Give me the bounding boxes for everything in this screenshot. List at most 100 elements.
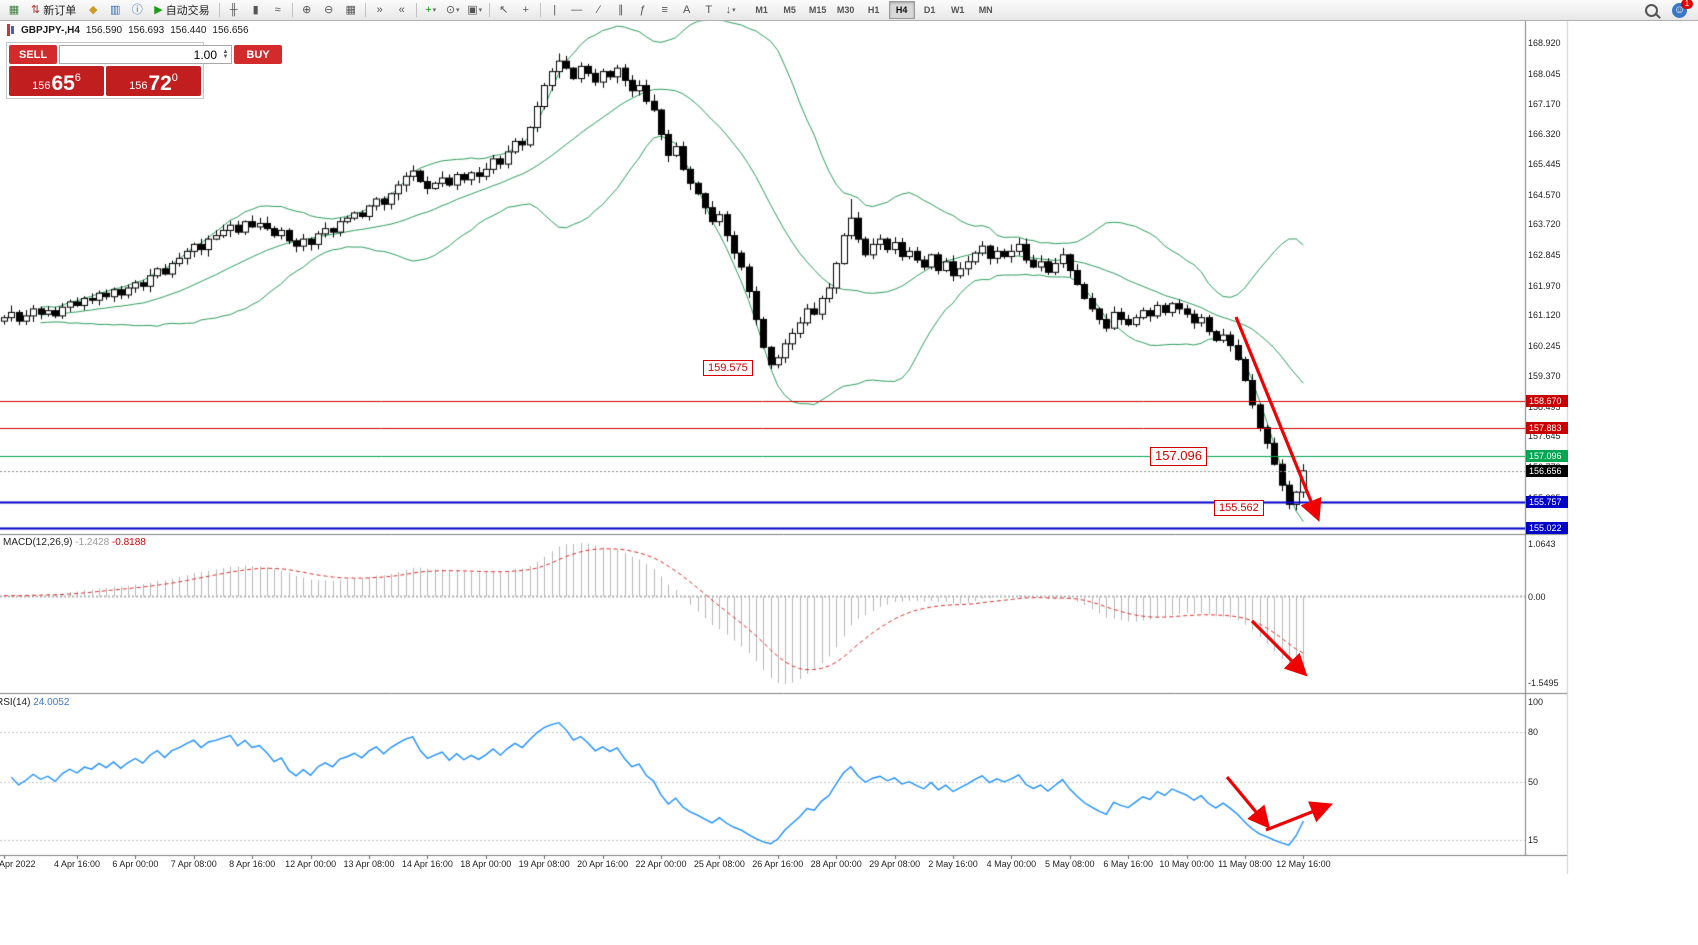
buy-button[interactable]: BUY: [234, 45, 282, 64]
timeframe-h4-button[interactable]: H4: [888, 1, 915, 19]
dropdown-arrow-icon: ▾: [478, 7, 483, 14]
timeframe-m15-button[interactable]: M15: [808, 5, 827, 15]
bar-chart-icon: ╫: [229, 3, 238, 16]
macd-indicator-label: MACD(12,26,9) -1.2428 -0.8188: [3, 537, 146, 548]
buy-price-display[interactable]: 156 72 0: [106, 66, 201, 96]
macd-signal-value: -0.8188: [111, 537, 146, 548]
zoom-out-icon: ⊖: [324, 3, 334, 16]
vertical-line-button[interactable]: |: [545, 1, 565, 19]
text-button[interactable]: A: [677, 1, 697, 19]
profiles-icon: ◆: [88, 3, 98, 16]
quote-high: 156.693: [128, 24, 165, 36]
horizontal-line-button[interactable]: —: [567, 1, 587, 19]
tile-windows-button[interactable]: ▦: [341, 1, 361, 19]
dropdown-arrow-icon: ▾: [732, 7, 736, 14]
sell-button[interactable]: SELL: [9, 45, 57, 64]
arrows-icon: ↓: [725, 3, 732, 16]
toolbar: ▦ ⇅ 新订单 ◆ ▥ ⓘ ▶ 自动交易 ╫ ▮ ≈ ⊕ ⊖ ▦» «+ ▾ ⊙ ▾ ▣ ▾ ↖ + | — ∕ ∥ ƒ ≡ A T ↓ ▾ …: [0, 0, 1698, 21]
volume-box: ▲ ▼: [59, 45, 232, 64]
arrows-button[interactable]: ↓ ▾: [721, 1, 741, 19]
bar-chart-button[interactable]: ╫: [224, 1, 244, 19]
candle-chart-icon: ▮: [252, 3, 259, 16]
crosshair-button[interactable]: +: [516, 1, 536, 19]
vertical-line-icon: |: [553, 3, 557, 16]
shapes-icon: ≡: [661, 3, 668, 16]
equidistant-channel-button[interactable]: ∥: [611, 1, 631, 19]
toolbar-buttons: ▦ ⇅ 新订单 ◆ ▥ ⓘ ▶ 自动交易 ╫ ▮ ≈ ⊕ ⊖ ▦» «+ ▾ ⊙ ▾ ▣ ▾ ↖ + | — ∕ ∥ ƒ ≡ A T ↓ ▾: [3, 1, 742, 19]
templates-icon: ▣: [467, 3, 478, 16]
cursor-button[interactable]: ↖: [494, 1, 514, 19]
timeframe-w1-button[interactable]: W1: [950, 5, 965, 15]
shapes-button[interactable]: ≡: [655, 1, 675, 19]
sell-price-sup: 6: [74, 72, 81, 84]
spinner-up-icon[interactable]: ▲: [222, 48, 229, 55]
line-chart-button[interactable]: ≈: [268, 1, 288, 19]
new-order-button-label: 新订单: [43, 5, 77, 17]
volume-input[interactable]: [60, 46, 220, 63]
chart-shift-button[interactable]: «: [392, 1, 412, 19]
toolbar-separator: [291, 3, 293, 17]
new-chart-button[interactable]: ▦: [4, 1, 24, 19]
dropdown-arrow-icon: ▾: [432, 7, 437, 14]
candle-chart-button[interactable]: ▮: [246, 1, 266, 19]
data-window-icon: ⓘ: [131, 3, 143, 16]
toolbar-separator: [364, 3, 366, 17]
data-window-button[interactable]: ⓘ: [127, 1, 147, 19]
quote-close: 156.656: [212, 24, 249, 36]
new-order-button[interactable]: ⇅ 新订单: [26, 1, 81, 19]
sell-price-display[interactable]: 156 65 6: [9, 66, 104, 96]
timeframe-buttons: M1 M5 M15 M30 H1 H4 D1 W1 MN: [748, 1, 1000, 19]
autotrade-button[interactable]: ▶ 自动交易: [149, 1, 214, 19]
volume-spinner[interactable]: ▲ ▼: [220, 48, 231, 60]
fibonacci-icon: ƒ: [639, 3, 646, 16]
toolbar-right: ☺ 1: [1640, 0, 1695, 19]
templates-button[interactable]: ▣ ▾: [465, 1, 485, 19]
zoom-in-button[interactable]: ⊕: [297, 1, 317, 19]
account-button[interactable]: ☺ 1: [1672, 0, 1693, 18]
toolbar-separator: [218, 3, 220, 17]
toolbar-separator: [488, 3, 490, 17]
buy-price-prefix: 156: [129, 80, 148, 92]
rsi-value: 24.0052: [33, 697, 70, 708]
user-icon: ☺: [1673, 4, 1686, 16]
timeframe-m1-button[interactable]: M1: [755, 5, 768, 15]
timeframe-mn-button[interactable]: MN: [978, 5, 993, 15]
auto-scroll-button[interactable]: »: [370, 1, 390, 19]
timeframe-h1-button[interactable]: H1: [867, 5, 880, 15]
periods-button[interactable]: ⊙ ▾: [443, 1, 463, 19]
text-label-button[interactable]: T: [699, 1, 719, 19]
profiles-button[interactable]: ◆: [83, 1, 103, 19]
rsi-name-label: RSI(14): [0, 697, 31, 708]
symbol-period-label: GBPJPY-,H4: [21, 24, 80, 36]
fibonacci-button[interactable]: ƒ: [633, 1, 653, 19]
quote-open: 156.590: [85, 24, 123, 36]
timeframe-m5-button[interactable]: M5: [783, 5, 796, 15]
timeframe-d1-button[interactable]: D1: [923, 5, 936, 15]
spinner-down-icon[interactable]: ▼: [222, 53, 229, 60]
notification-badge: 1: [1681, 0, 1693, 9]
indicators-button[interactable]: + ▾: [421, 1, 441, 19]
chart-icon: [5, 24, 15, 36]
timeframe-m30-button[interactable]: M30: [836, 5, 855, 15]
buy-price-sup: 0: [171, 72, 178, 84]
toolbar-separator: [539, 3, 541, 17]
macd-main-value: -1.2428: [75, 537, 110, 548]
market-watch-button[interactable]: ▥: [105, 1, 125, 19]
periods-icon: ⊙: [445, 3, 456, 16]
trendline-button[interactable]: ∕: [589, 1, 609, 19]
new-chart-icon: ▦: [8, 3, 20, 16]
zoom-in-icon: ⊕: [302, 3, 312, 16]
trendline-icon: ∕: [597, 3, 600, 16]
zoom-out-button[interactable]: ⊖: [319, 1, 339, 19]
indicators-icon: +: [425, 3, 432, 16]
quote-low: 156.440: [170, 24, 207, 36]
equidistant-channel-icon: ∥: [617, 3, 624, 16]
cursor-icon: ↖: [499, 3, 509, 16]
chart-title: GBPJPY-,H4 156.590 156.693 156.440 156.6…: [5, 24, 249, 36]
auto-scroll-icon: »: [376, 3, 383, 16]
search-button[interactable]: [1641, 1, 1661, 19]
sell-price-big: 65: [51, 72, 75, 95]
dropdown-arrow-icon: ▾: [456, 7, 460, 14]
